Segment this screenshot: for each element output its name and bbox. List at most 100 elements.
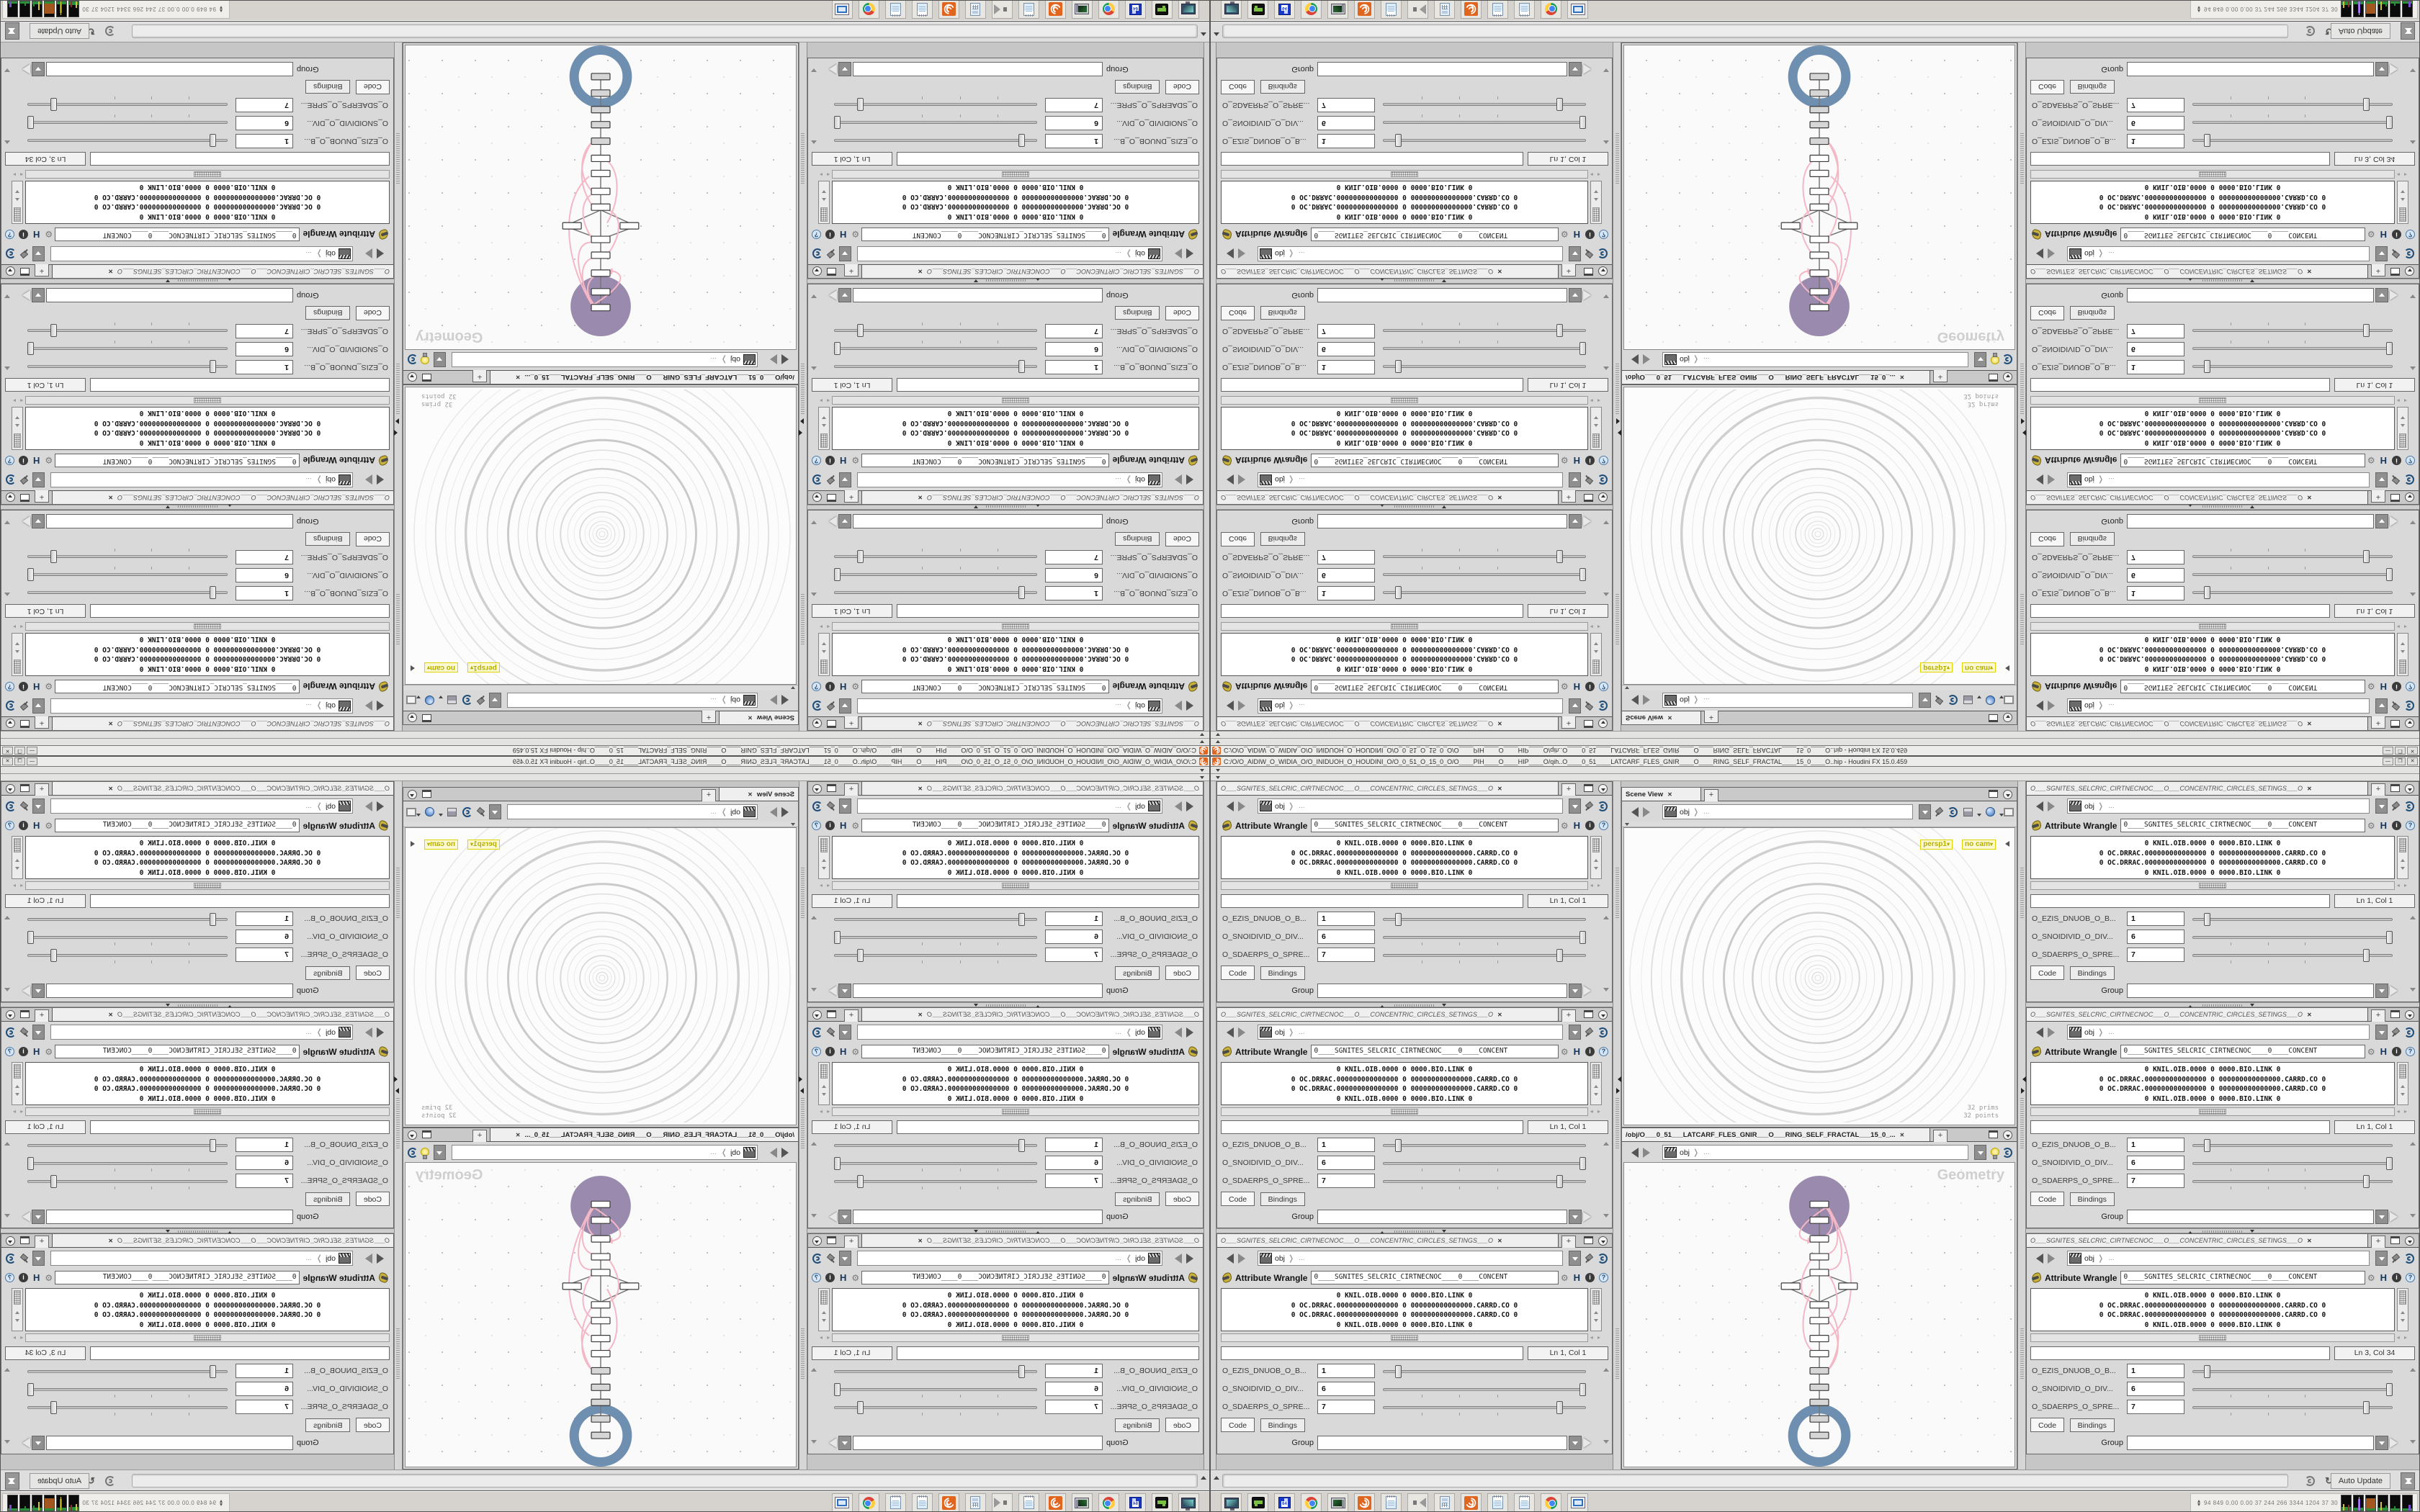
node-name-field[interactable]: 0____SGNITES_SELCRIC_CIRTNECNOC____0____… (861, 819, 1109, 832)
node-name-field[interactable]: 0____SGNITES_SELCRIC_CIRTNECNOC____0____… (55, 819, 300, 832)
pane-scroll-down-icon[interactable] (1603, 1214, 1609, 1220)
group-field[interactable] (2127, 288, 2374, 302)
param-slider[interactable] (1383, 949, 1586, 963)
radial-menu-icon[interactable] (812, 475, 823, 485)
param-value-field[interactable]: 1 (1045, 912, 1103, 926)
pane-tab[interactable]: O___SGNITES_SELCRIC_CIRTNECNOC___O___CON… (2027, 782, 2368, 795)
forward-icon[interactable] (360, 1253, 372, 1264)
gear-icon[interactable]: ⚙ (1560, 229, 1569, 240)
workstation-icon[interactable] (1327, 0, 1348, 19)
pane-tab[interactable]: O___SGNITES_SELCRIC_CIRTNECNOC___O___CON… (52, 1234, 393, 1247)
param-slider[interactable] (27, 116, 228, 129)
forward-icon[interactable] (765, 806, 777, 817)
param-slider[interactable] (2192, 949, 2393, 963)
snippet-status-field[interactable] (897, 152, 1199, 166)
group-pick-arrow-icon[interactable] (17, 290, 30, 300)
houdini-help-icon[interactable]: H (2380, 1272, 2387, 1283)
back-icon[interactable] (781, 695, 794, 706)
forward-icon[interactable] (1643, 806, 1655, 817)
notepad-icon[interactable] (912, 1493, 933, 1512)
slider-handle[interactable] (27, 568, 35, 581)
pin-icon[interactable] (19, 249, 29, 259)
path-field[interactable]: obj ❭ ... (50, 1025, 353, 1040)
pane-tab[interactable]: O___SGNITES_SELCRIC_CIRTNECNOC___O___CON… (2027, 265, 2368, 278)
snippet-status-field[interactable] (1221, 152, 1523, 166)
back-icon[interactable] (1222, 1253, 1234, 1264)
tab-bindings[interactable]: Bindings (1260, 1418, 1305, 1432)
update-mode-spinner[interactable] (5, 1472, 19, 1490)
code-horizontal-scrollbar[interactable] (25, 1107, 390, 1116)
menu-bar-collapsed[interactable] (1211, 738, 2419, 745)
maximize-pane-icon[interactable] (1584, 494, 1593, 502)
pin-icon[interactable] (476, 696, 485, 706)
screen-share-icon[interactable] (832, 1493, 853, 1512)
pane-scroll-down-icon[interactable] (4, 1440, 10, 1446)
param-value-field[interactable]: 7 (1317, 1174, 1375, 1188)
radial-menu-icon[interactable] (2404, 1027, 2414, 1038)
title-bar[interactable]: C:/O/O_AIDIW_O_WIDIA_O/O_INIDUOH_O_HOUDI… (1, 745, 1209, 755)
pane-scroll-down-icon[interactable] (4, 66, 10, 72)
snippet-status-field[interactable] (897, 1120, 1199, 1134)
group-field[interactable] (46, 984, 293, 998)
group-pick-arrow-icon[interactable] (1583, 290, 1596, 300)
close-button[interactable]: ✕ (2, 747, 13, 755)
param-slider[interactable] (27, 913, 228, 926)
path-field[interactable]: obj ❭ ... (1662, 352, 1968, 367)
expand-message-icon[interactable] (1214, 1473, 1219, 1480)
path-field[interactable]: obj ❭ ... (452, 1145, 758, 1160)
scroll-arrows[interactable]: ◂ ▸ (818, 1334, 830, 1341)
radial-menu-icon[interactable] (2404, 701, 2414, 711)
group-field[interactable] (1317, 984, 1567, 998)
slider-handle[interactable] (1556, 1175, 1563, 1188)
info-icon[interactable]: i (1585, 682, 1595, 691)
radial-menu-icon[interactable] (6, 701, 16, 711)
path-dropdown-button[interactable] (1569, 798, 1581, 814)
add-tab-button[interactable]: + (1561, 1009, 1576, 1022)
maximize-pane-icon[interactable] (20, 1010, 30, 1018)
param-slider[interactable] (2192, 1365, 2393, 1378)
pane-tab[interactable]: O___SGNITES_SELCRIC_CIRTNECNOC___O___CON… (2027, 1234, 2368, 1247)
pin-icon[interactable] (19, 1027, 29, 1038)
forward-icon[interactable] (2048, 1027, 2060, 1038)
code-vertical-scrollbar[interactable] (818, 407, 830, 450)
help-icon[interactable]: ? (812, 456, 821, 465)
vex-snippet-editor[interactable]: 0 KNIL.OIB.0000 0 0000.BIO.LINK 0 0 OC.D… (1221, 1062, 1588, 1105)
path-dropdown-button[interactable] (1569, 1025, 1581, 1040)
back-icon[interactable] (1626, 695, 1639, 706)
param-slider[interactable] (1383, 1401, 1586, 1416)
group-dropdown-button[interactable] (32, 62, 45, 76)
maximize-pane-icon[interactable] (20, 784, 30, 792)
info-icon[interactable]: i (2392, 1273, 2401, 1282)
slider-handle[interactable] (1018, 1139, 1026, 1152)
tab-bindings[interactable]: Bindings (1260, 532, 1305, 546)
maximize-pane-icon[interactable] (1989, 714, 1998, 722)
path-field[interactable]: obj ❭ ... (2067, 1025, 2370, 1040)
viewport-toolbar-collapsed[interactable] (1622, 822, 2017, 827)
pane-tab[interactable]: O___SGNITES_SELCRIC_CIRTNECNOC___O___CON… (861, 782, 1203, 795)
close-icon[interactable]: ✕ (515, 1131, 521, 1138)
chrome-icon[interactable] (1301, 0, 1322, 19)
tab-code[interactable]: Code (1165, 80, 1199, 94)
close-icon[interactable]: ✕ (2306, 1011, 2312, 1018)
pin-icon[interactable] (2391, 701, 2401, 711)
radial-menu-icon[interactable] (812, 1027, 823, 1038)
group-field[interactable] (46, 62, 293, 76)
forward-icon[interactable] (2048, 248, 2060, 259)
scroll-arrows[interactable]: ◂ ▸ (818, 397, 830, 404)
close-icon[interactable]: ✕ (108, 720, 114, 727)
pane-scroll-down-icon[interactable] (811, 988, 817, 994)
vex-snippet-editor[interactable]: 0 KNIL.OIB.0000 0 0000.BIO.LINK 0 0 OC.D… (2030, 1288, 2395, 1331)
gear-icon[interactable]: ⚙ (2367, 681, 2375, 692)
gear-icon[interactable]: ⚙ (2367, 820, 2375, 831)
path-dropdown-button[interactable] (839, 798, 851, 814)
shading-mode-icon[interactable] (1963, 696, 1973, 705)
scroll-arrows[interactable]: ◂ ▸ (2396, 882, 2408, 888)
pane-scroll-down-icon[interactable] (811, 1214, 817, 1220)
forward-icon[interactable] (1170, 701, 1182, 711)
node-name-field[interactable]: 0____SGNITES_SELCRIC_CIRTNECNOC____0____… (861, 1271, 1109, 1284)
param-value-field[interactable]: 7 (236, 948, 293, 962)
param-value-field[interactable]: 1 (1045, 1138, 1103, 1152)
code-horizontal-scrollbar[interactable] (1221, 622, 1588, 631)
slider-handle[interactable] (1579, 342, 1586, 355)
pane-scroll-down-icon[interactable] (1603, 292, 1609, 298)
